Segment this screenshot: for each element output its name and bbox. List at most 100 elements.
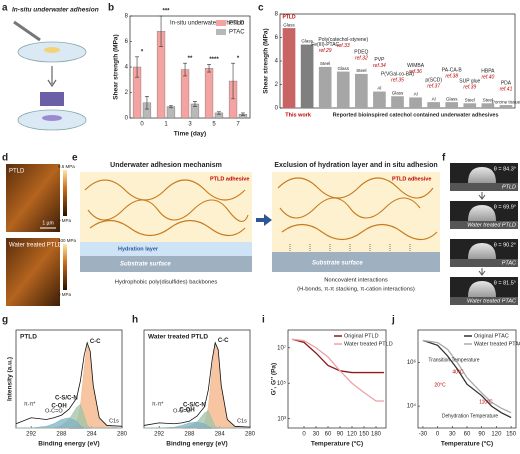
- x-axis-label: Temperature (°C): [311, 440, 363, 448]
- contact-angle: θ = 81.5°: [494, 280, 516, 286]
- x-tick-label: 284: [87, 432, 98, 438]
- bar: [336, 71, 350, 108]
- arrow: [478, 192, 486, 200]
- y-tick-label: 4: [275, 59, 279, 65]
- x-tick-label: 0: [140, 122, 144, 128]
- significance: **: [188, 56, 193, 62]
- bar: [355, 73, 368, 108]
- x-tick-label: 30: [313, 432, 320, 438]
- x-tick-label: 288: [184, 432, 195, 438]
- panel-title: In-situ underwater adhesion: [12, 7, 99, 14]
- droplet: [468, 205, 496, 221]
- x-tick-label: 60: [464, 432, 471, 438]
- panel-label: g: [2, 315, 8, 326]
- bar: [318, 66, 332, 108]
- substrate-label: Al: [377, 86, 381, 91]
- y-tick-label: 8: [275, 12, 279, 18]
- spectrum: [15, 341, 123, 427]
- annotation: 110°C: [479, 399, 493, 405]
- colorbar-max: 100 MPa: [58, 238, 77, 243]
- panel-label: c: [258, 3, 264, 14]
- annotation: O-C=O: [45, 408, 63, 414]
- modulus-curve: [422, 339, 512, 414]
- label: Hydration layer: [118, 246, 159, 252]
- legend-label: Water treated PTLD: [344, 341, 393, 347]
- x-tick-label: 280: [245, 432, 256, 438]
- x-axis-label: Temperature (°C): [441, 440, 493, 448]
- error-bar: [168, 104, 173, 109]
- substrate-label: Steel: [320, 61, 330, 66]
- substrate-label: Al: [414, 92, 418, 97]
- x-tick-label: 280: [117, 432, 128, 438]
- error-bar: [207, 64, 212, 73]
- label: PTLD adhesive: [210, 176, 249, 182]
- bar: [373, 91, 386, 108]
- reference: ref.37: [427, 83, 440, 89]
- contact-angle: θ = 90.2°: [494, 242, 516, 248]
- annotation: Dehydration Temperature: [442, 413, 499, 419]
- x-tick-label: 120: [347, 432, 358, 438]
- peak-component: [144, 421, 250, 429]
- x-tick-label: 180: [371, 432, 382, 438]
- afm-image: [6, 164, 60, 232]
- substrate: [450, 183, 518, 191]
- y-tick-label: 10³: [277, 416, 286, 422]
- annotation: 40°C: [452, 369, 464, 375]
- legend-label: Water treated PTAC: [474, 341, 520, 347]
- y-tick-label: 0: [125, 116, 129, 122]
- y-axis-label: Shear strength (MPa): [263, 28, 270, 93]
- x-tick-label: 1: [164, 122, 168, 128]
- substrate: [450, 297, 518, 305]
- x-axis-label: Time (day): [174, 131, 206, 138]
- reference: ref.35: [391, 78, 404, 84]
- substrate-label: Steel: [356, 68, 366, 73]
- substrate: [450, 221, 518, 229]
- color-bar: [63, 170, 67, 216]
- reference: ref.36: [409, 69, 422, 75]
- bar: [282, 28, 296, 109]
- significance: ****: [209, 57, 219, 63]
- label: Substrate surface: [312, 261, 363, 267]
- y-axis-label: G', G'' (Pa): [271, 363, 278, 395]
- chart-title: PTLD: [20, 334, 37, 341]
- label: Substrate surface: [120, 262, 171, 268]
- legend-label: PTLD: [229, 21, 245, 27]
- significance: *: [141, 49, 144, 55]
- diagram-title: Exclusion of hydration layer and in situ…: [274, 162, 437, 169]
- x-tick-label: 60: [325, 432, 332, 438]
- x-tick-label: 90: [478, 432, 485, 438]
- sample-name: Water treated PTLD: [467, 222, 516, 228]
- annotation: C1s: [237, 418, 247, 424]
- bar: [204, 68, 214, 119]
- peak-label: C-OH: [51, 403, 66, 409]
- panel-label: a: [2, 3, 8, 14]
- error-bar: [144, 96, 149, 110]
- bar: [427, 102, 440, 108]
- x-tick-label: 292: [154, 432, 165, 438]
- x-tick-label: 292: [26, 432, 37, 438]
- reference: ref.29: [319, 48, 332, 54]
- panel-label: f: [442, 153, 446, 164]
- panel-label: j: [391, 315, 395, 326]
- significance: ***: [162, 9, 170, 15]
- y-tick-label: 2: [275, 82, 279, 88]
- x-tick-label: 120: [491, 432, 502, 438]
- panel-e-art: [80, 172, 440, 272]
- reference: ref.38: [445, 73, 458, 79]
- bar: [180, 69, 190, 119]
- adhesive-name: PDA: [501, 80, 512, 86]
- bar: [166, 106, 176, 119]
- modulus-curve: [422, 339, 512, 419]
- y-tick-label: 2: [125, 90, 129, 96]
- colorbar-min: 0 MPa: [58, 218, 72, 223]
- panel-label: e: [72, 153, 78, 164]
- chart-title: Water treated PTLD: [148, 334, 208, 341]
- panel-a-art: [13, 20, 87, 131]
- adhesive-name: PTLD: [283, 14, 296, 20]
- annotation: 20°C: [434, 382, 446, 388]
- color-bar: [63, 244, 67, 290]
- reference: ref.33: [337, 43, 350, 49]
- reference: ref.40: [481, 75, 494, 81]
- error-bar: [135, 56, 140, 78]
